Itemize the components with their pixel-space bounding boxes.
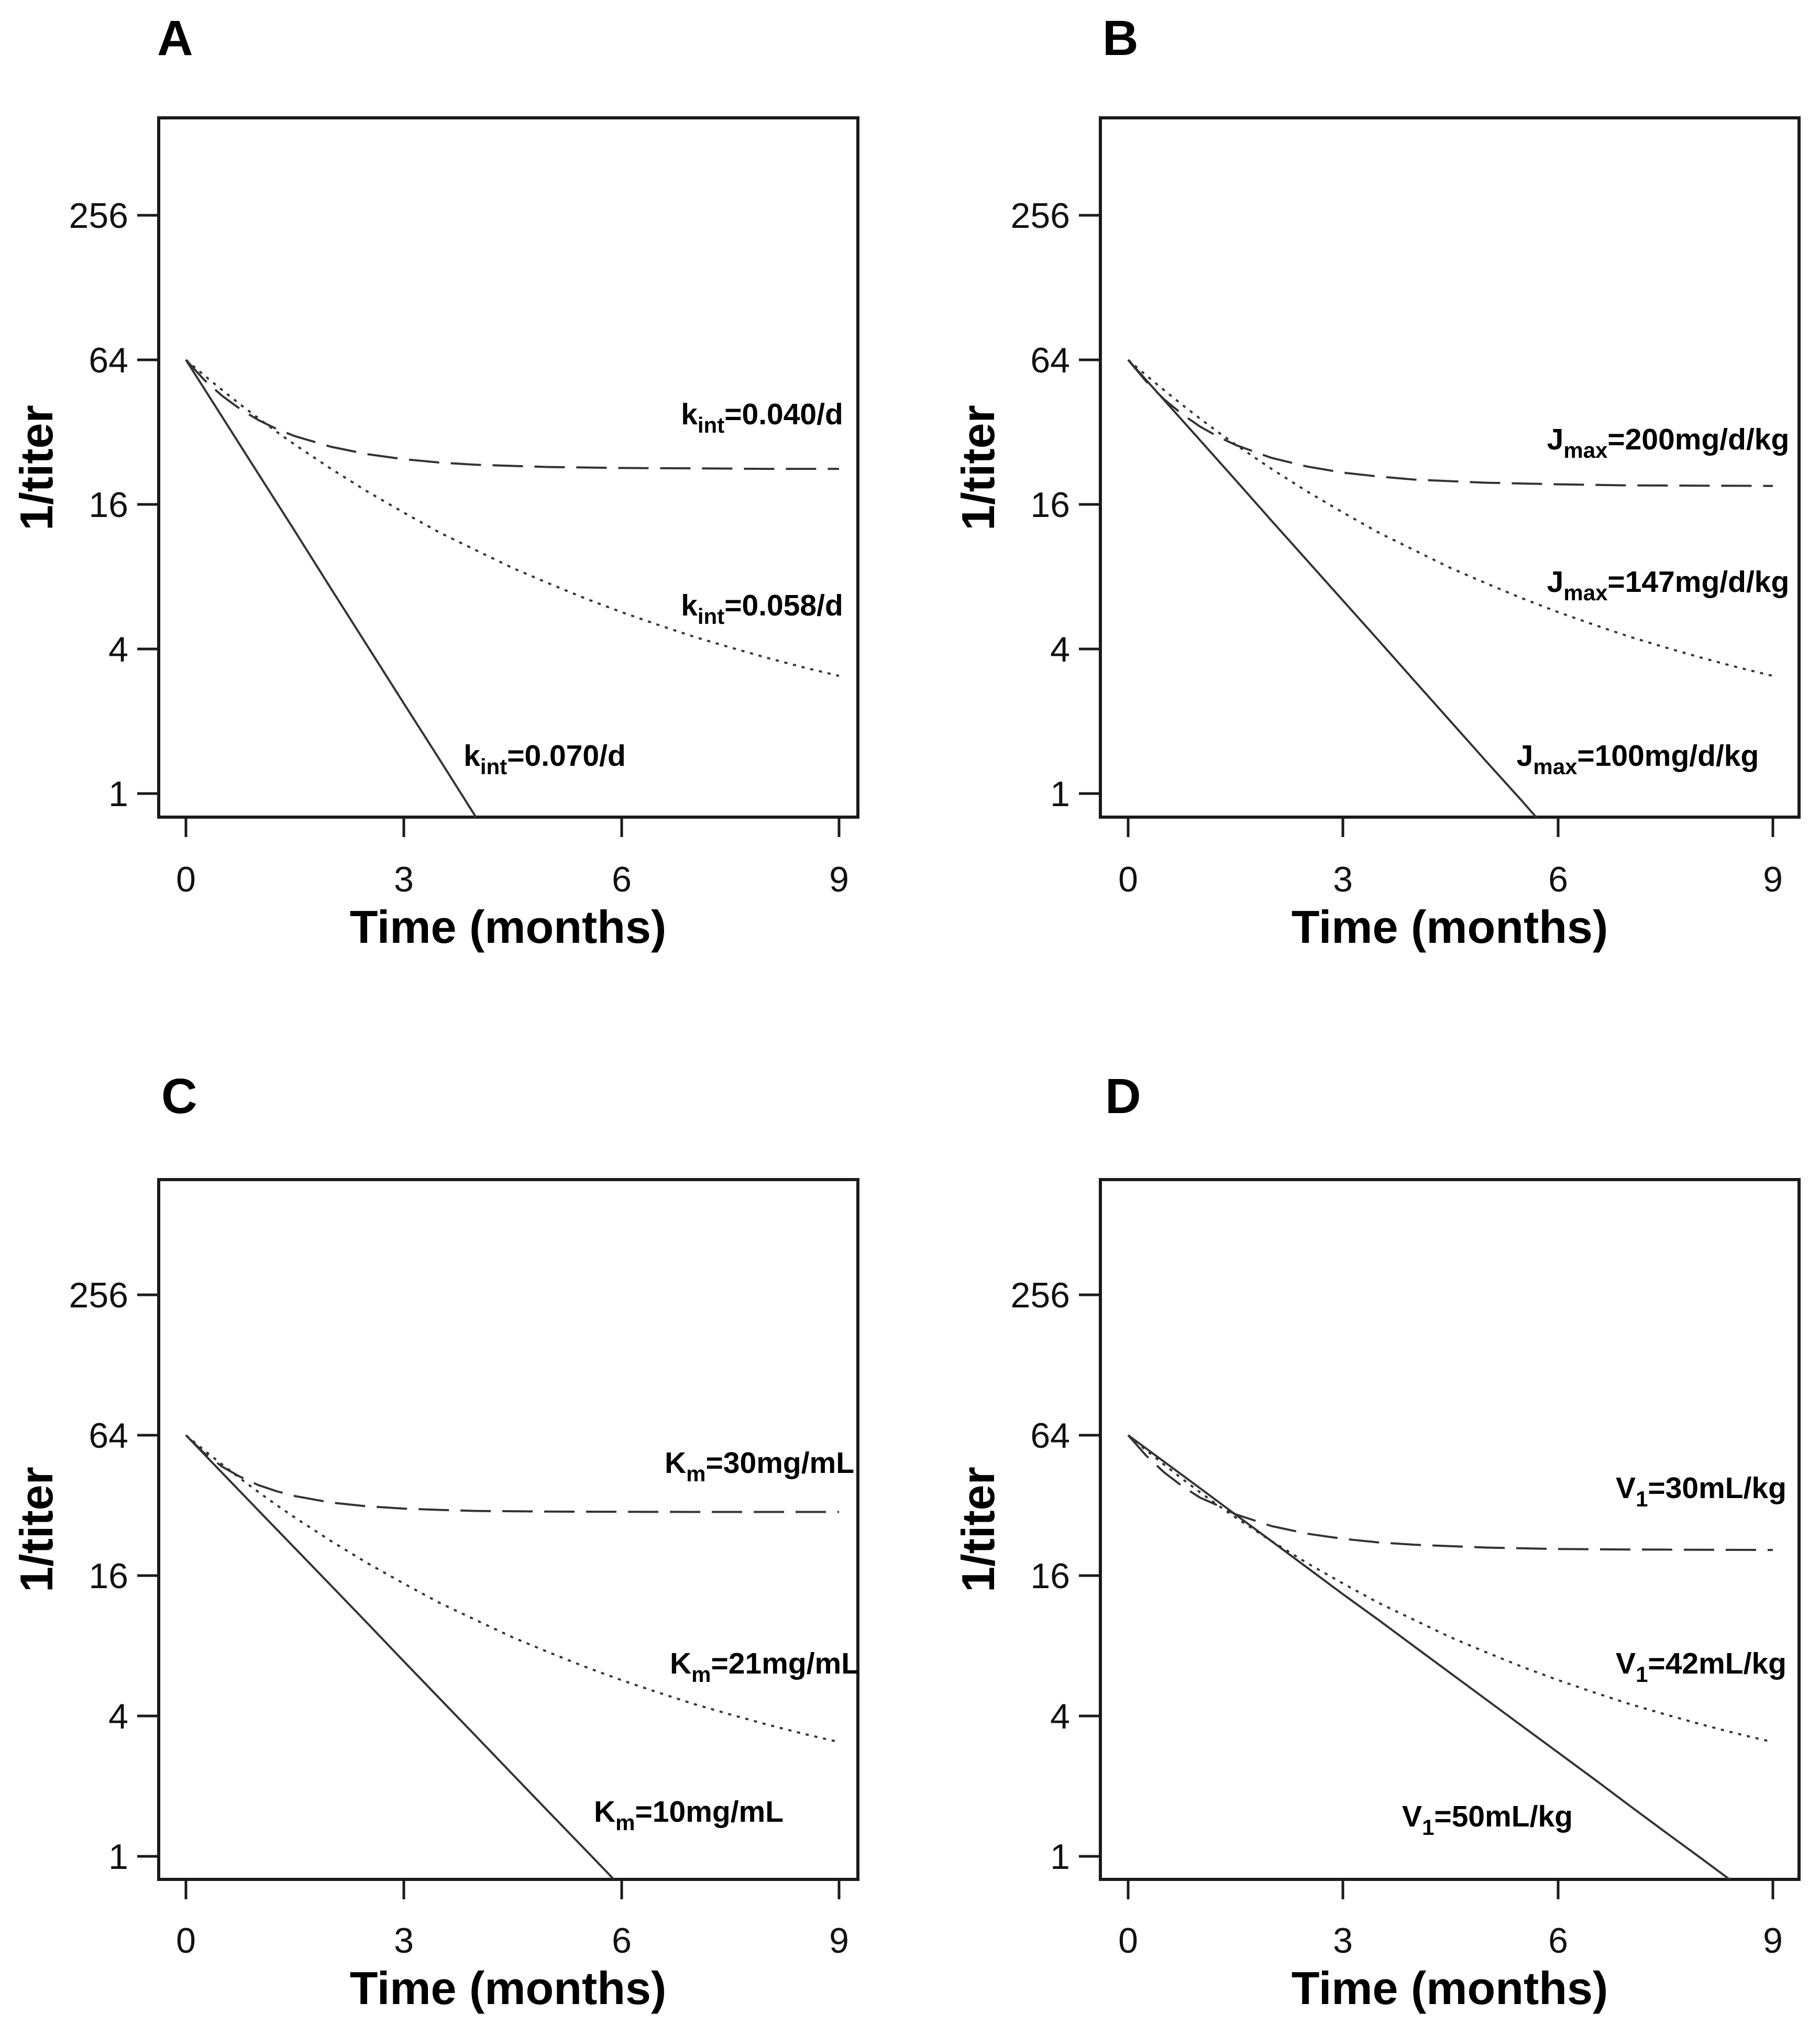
panel-A: A 256 64 16 4 1 0 3 6 9 1/titer Time (mo… (10, 10, 859, 953)
panel-C-x-tick-labels: 0 3 6 9 (176, 1921, 849, 1961)
x-tick-label: 0 (1118, 1921, 1138, 1961)
panel-D-y-tick-labels: 256 64 16 4 1 (1011, 1275, 1070, 1877)
x-tick-label: 0 (176, 860, 196, 899)
panel-A-y-axis-title: 1/titer (10, 405, 62, 531)
curve-B-j-max-200mg-d-kg (1127, 359, 1773, 487)
curve-D-v-1-50ml-kg (1127, 1434, 1731, 1879)
x-tick-label: 0 (1118, 860, 1138, 899)
y-tick-label: 256 (1011, 1275, 1070, 1315)
panel-C-plot-box (157, 1178, 859, 1881)
y-tick-label: 1 (108, 1837, 128, 1877)
curve-label-C-mid: Km=21mg/mL (670, 1647, 859, 1687)
panel-C-y-axis-title: 1/titer (10, 1467, 62, 1592)
x-tick-label: 9 (1763, 1921, 1783, 1961)
curve-label-B-bottom: Jmax=100mg/d/kg (1517, 739, 1759, 779)
panel-B-tick-marks (1079, 214, 1774, 837)
x-tick-label: 6 (1548, 1921, 1568, 1961)
curve-label-C-bottom: Km=10mg/mL (594, 1795, 784, 1835)
y-tick-label: 4 (1050, 630, 1070, 669)
x-tick-label: 9 (829, 1921, 849, 1961)
curve-label-B-top: Jmax=200mg/d/kg (1547, 423, 1790, 463)
curve-B-j-max-147mg-d-kg (1127, 359, 1773, 677)
y-tick-label: 16 (1030, 1556, 1070, 1596)
panel-C-tick-marks (137, 1293, 841, 1899)
curve-label-A-top: kint=0.040/d (681, 398, 843, 437)
panel-B-y-tick-labels: 256 64 16 4 1 (1011, 196, 1070, 814)
curve-D-v-1-30ml-kg (1127, 1434, 1773, 1551)
x-tick-label: 3 (1333, 1921, 1353, 1961)
y-tick-label: 16 (89, 1556, 128, 1596)
panel-B-x-axis-title: Time (months) (1292, 901, 1608, 953)
y-tick-label: 256 (69, 196, 128, 236)
x-tick-label: 9 (829, 860, 849, 899)
curve-A-k-int-0-058-d (185, 359, 840, 677)
x-tick-label: 6 (1548, 860, 1568, 899)
curve-label-C-top: Km=30mg/mL (665, 1446, 854, 1486)
curve-label-D-mid: V1=42mL/kg (1616, 1647, 1786, 1687)
curves-D (1127, 1434, 1773, 1879)
x-tick-label: 3 (394, 860, 414, 899)
y-tick-label: 64 (89, 340, 128, 380)
panel-D-plot-box (1099, 1178, 1801, 1881)
panel-D-tick-marks (1079, 1293, 1774, 1899)
curve-A-k-int-0-040-d (185, 359, 839, 470)
panel-A-plot-box (157, 116, 859, 819)
panel-A-y-tick-labels: 256 64 16 4 1 (69, 196, 128, 814)
panel-A-x-axis-title: Time (months) (350, 901, 667, 953)
y-tick-label: 1 (1050, 1837, 1070, 1877)
y-tick-label: 256 (69, 1275, 128, 1315)
panel-D: D 256 64 16 4 1 0 3 6 9 1/titer Time (mo… (952, 1069, 1801, 2014)
y-tick-label: 1 (1050, 774, 1070, 814)
x-tick-label: 3 (1333, 860, 1353, 899)
x-tick-label: 3 (394, 1921, 414, 1961)
x-tick-label: 9 (1763, 860, 1783, 899)
curve-A-k-int-0-070-d (185, 359, 477, 817)
y-tick-label: 64 (1030, 340, 1070, 380)
y-tick-label: 64 (89, 1416, 128, 1456)
curve-label-B-mid: Jmax=147mg/d/kg (1547, 565, 1790, 605)
panel-B-plot-box (1099, 116, 1801, 819)
y-tick-label: 4 (1050, 1697, 1070, 1736)
panel-D-x-tick-labels: 0 3 6 9 (1118, 1921, 1783, 1961)
curve-label-A-mid: kint=0.058/d (681, 589, 843, 629)
panel-D-y-axis-title: 1/titer (952, 1467, 1004, 1592)
y-tick-label: 4 (108, 630, 128, 669)
curve-C-k-m-10mg-ml (185, 1434, 615, 1879)
panel-D-letter: D (1105, 1069, 1141, 1124)
curves-C (185, 1434, 840, 1879)
panel-A-tick-marks (137, 214, 841, 837)
x-tick-label: 6 (612, 1921, 632, 1961)
panel-B-y-axis-title: 1/titer (952, 405, 1004, 531)
panel-C-letter: C (161, 1069, 197, 1124)
y-tick-label: 4 (108, 1697, 128, 1736)
panel-D-x-axis-title: Time (months) (1292, 1962, 1608, 2014)
curves-A (185, 359, 840, 817)
y-tick-label: 1 (108, 774, 128, 814)
curves-B (1127, 359, 1773, 817)
x-tick-label: 0 (176, 1921, 196, 1961)
y-tick-label: 64 (1030, 1416, 1070, 1456)
panel-A-x-tick-labels: 0 3 6 9 (176, 860, 849, 899)
panel-A-letter: A (157, 10, 193, 66)
panel-B-x-tick-labels: 0 3 6 9 (1118, 860, 1783, 899)
panel-B-letter: B (1102, 10, 1139, 66)
panel-C-y-tick-labels: 256 64 16 4 1 (69, 1275, 128, 1877)
curve-C-k-m-30mg-ml (185, 1434, 839, 1513)
x-tick-label: 6 (612, 860, 632, 899)
y-tick-label: 16 (1030, 485, 1070, 525)
curve-label-D-top: V1=30mL/kg (1616, 1471, 1786, 1511)
y-tick-label: 256 (1011, 196, 1070, 236)
y-tick-label: 16 (89, 485, 128, 525)
curve-C-k-m-21mg-ml (185, 1434, 840, 1743)
panel-B: B 256 64 16 4 1 0 3 6 9 1/titer Time (mo… (952, 10, 1801, 953)
panel-C: C 256 64 16 4 1 0 3 6 9 1/titer Time (mo… (10, 1069, 859, 2014)
curve-label-D-bottom: V1=50mL/kg (1402, 1800, 1573, 1840)
panel-C-x-axis-title: Time (months) (350, 1962, 667, 2014)
curve-label-A-bottom: kint=0.070/d (464, 739, 626, 779)
curve-D-v-1-42ml-kg (1127, 1434, 1773, 1743)
curve-B-j-max-100mg-d-kg (1127, 359, 1538, 817)
